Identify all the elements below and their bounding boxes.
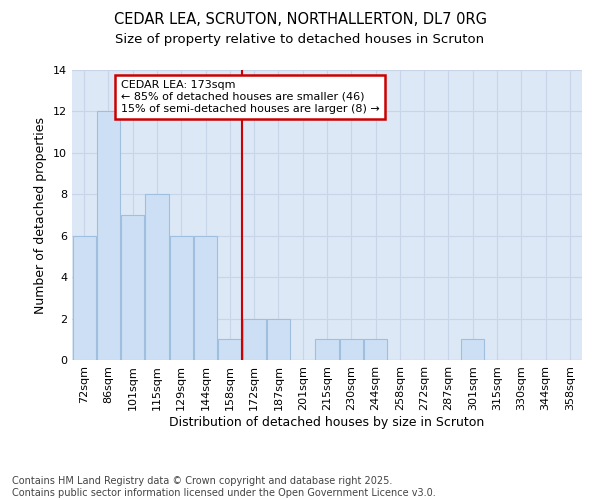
- Bar: [97, 112, 120, 360]
- Bar: [145, 194, 169, 360]
- Y-axis label: Number of detached properties: Number of detached properties: [34, 116, 47, 314]
- Bar: [340, 340, 363, 360]
- Text: CEDAR LEA, SCRUTON, NORTHALLERTON, DL7 0RG: CEDAR LEA, SCRUTON, NORTHALLERTON, DL7 0…: [113, 12, 487, 28]
- Text: CEDAR LEA: 173sqm
← 85% of detached houses are smaller (46)
15% of semi-detached: CEDAR LEA: 173sqm ← 85% of detached hous…: [121, 80, 379, 114]
- Bar: [73, 236, 95, 360]
- Bar: [218, 340, 241, 360]
- Bar: [121, 215, 144, 360]
- X-axis label: Distribution of detached houses by size in Scruton: Distribution of detached houses by size …: [169, 416, 485, 428]
- Text: Contains HM Land Registry data © Crown copyright and database right 2025.
Contai: Contains HM Land Registry data © Crown c…: [12, 476, 436, 498]
- Bar: [170, 236, 193, 360]
- Bar: [194, 236, 217, 360]
- Bar: [316, 340, 338, 360]
- Bar: [364, 340, 387, 360]
- Bar: [242, 318, 266, 360]
- Text: Size of property relative to detached houses in Scruton: Size of property relative to detached ho…: [115, 32, 485, 46]
- Bar: [461, 340, 484, 360]
- Bar: [267, 318, 290, 360]
